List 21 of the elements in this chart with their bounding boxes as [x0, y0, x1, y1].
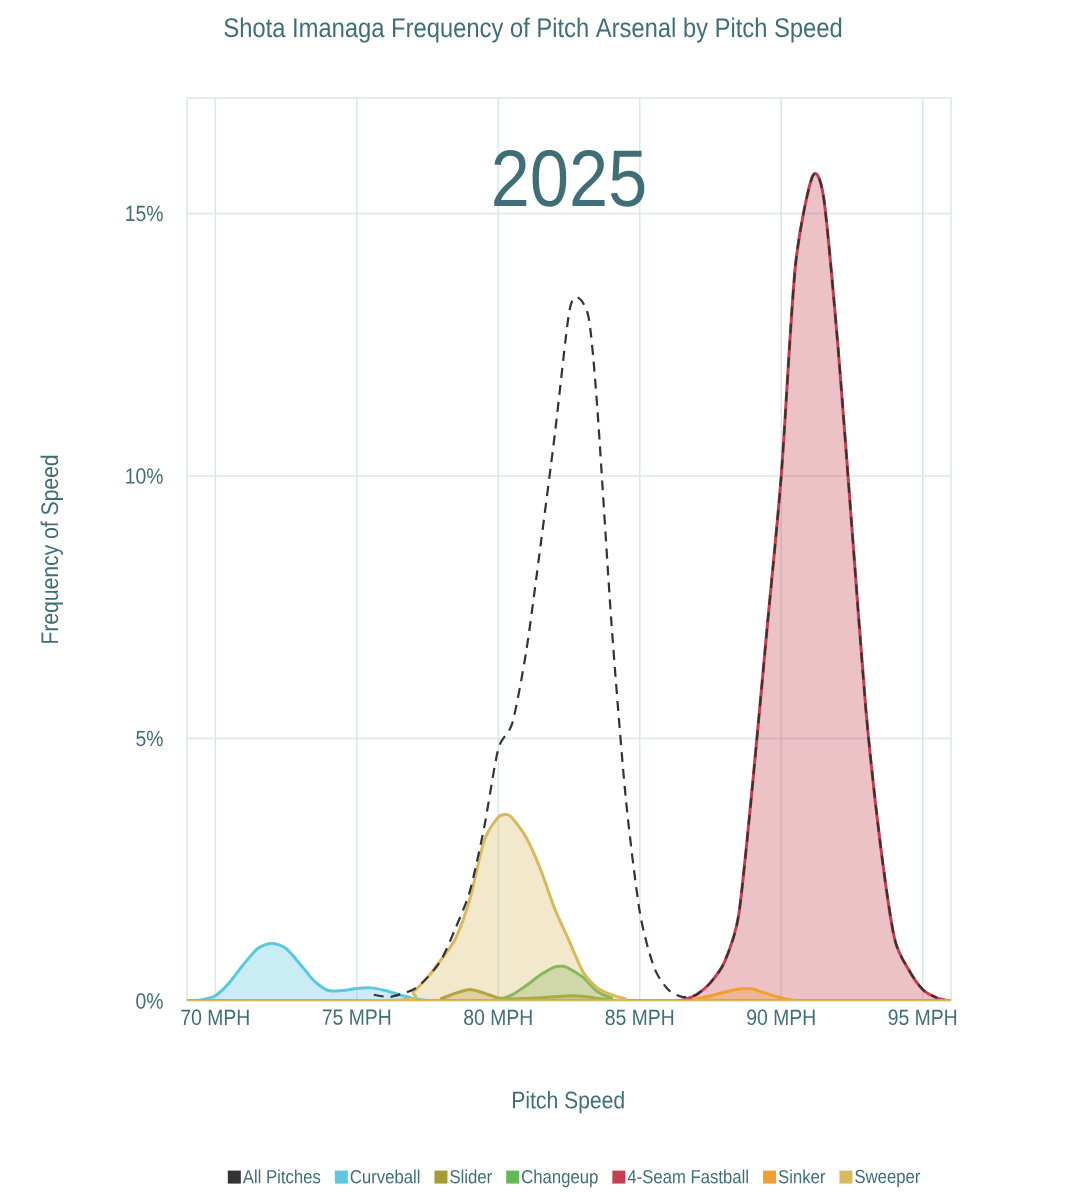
y-tick-label: 5% [136, 730, 163, 747]
y-tick-label: 0% [136, 993, 163, 1009]
legend-label: Changeup [522, 1169, 598, 1188]
legend-label: All Pitches [242, 1169, 321, 1184]
x-tick-label: 95 MPH [888, 1009, 957, 1026]
x-tick-label: 85 MPH [605, 1009, 674, 1026]
x-tick-label: 90 MPH [747, 1009, 815, 1026]
legend-label: 4-Seam Fastball [627, 1169, 748, 1184]
x-tick-label: 75 MPH [322, 1009, 391, 1025]
legend-label: Sinker [778, 1169, 826, 1184]
chart-title: Shota Imanaga Frequency of Pitch Arsenal by Pitch Speed [224, 17, 842, 43]
annotation: 2025 [494, 150, 645, 207]
y-tick-label: 10% [126, 468, 163, 484]
x-tick-label: 70 MPH [181, 1009, 249, 1026]
legend-label: Sweeper [855, 1169, 921, 1187]
y-axis-title: Frequency of Speed [40, 455, 63, 643]
legend-label: Curveball [350, 1169, 420, 1184]
legend-label: Slider [450, 1169, 492, 1184]
x-axis-title: Pitch Speed [513, 1090, 624, 1114]
y-tick-label: 15% [126, 205, 163, 222]
x-tick-label: 80 MPH [464, 1009, 532, 1026]
